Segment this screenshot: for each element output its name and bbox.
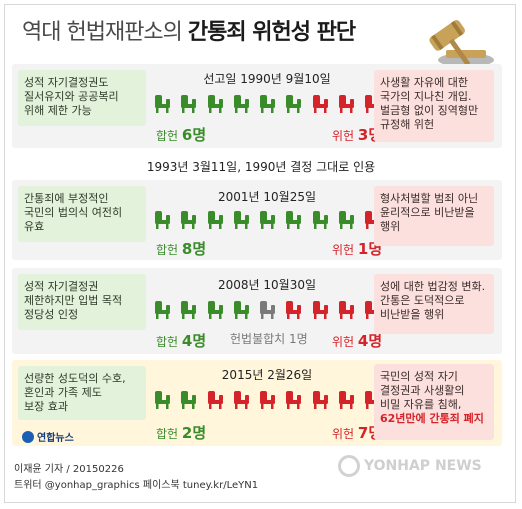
ruling-date: 2015년 2월26일 [221,368,313,382]
constitutional-seat-icon [181,211,197,229]
social-credit: 트위터 @yonhap_graphics 페이스북 tuney.kr/LeYN1 [14,480,259,491]
minority-reason-box: 국민의 성적 자기 결정권과 사생활의 비밀 자유를 침해, 62년만에 간통죄… [374,364,494,440]
unconstitutional-seat-icon [338,301,354,319]
constitutional-seat-icon [233,95,249,113]
justice-seats [152,300,384,320]
unconstitutional-seat-icon [312,95,328,113]
constitutional-seat-icon [181,301,197,319]
constitutional-seat-icon [207,301,223,319]
justice-seats [152,390,384,410]
unconstitutional-seat-icon [338,391,354,409]
note-1993: 1993년 3월11일, 1990년 결정 그대로 인용 [146,160,376,174]
infographic-frame [4,4,516,503]
yonhap-logo: 연합뉴스 [22,429,74,444]
ruling-date: 선고일 1990년 9월10일 [203,72,331,86]
constitutional-count: 합헌 8명 [156,240,207,258]
minority-reason-box: 형사처벌할 범죄 아닌 윤리적으로 비난받을 행위 [374,186,494,246]
watermark-ring-icon [338,455,360,477]
abolition-emphasis: 62년만에 간통죄 폐지 [380,412,484,425]
unconstitutional-seat-icon [338,95,354,113]
unconstitutional-seat-icon [312,391,328,409]
page-title: 역대 헌법재판소의 간통죄 위헌성 판단 [22,14,356,46]
ruling-date: 2001년 10월25일 [217,190,316,204]
minority-reason-box: 사생활 자유에 대한 국가의 지나친 개입. 벌금형 없이 징역형만 규정해 위… [374,70,494,142]
constitutional-seat-icon [207,95,223,113]
constitutional-seat-icon [181,391,197,409]
ruling-panel-2015: 선량한 성도덕의 수호, 혼인과 가족 제도 보장 효과 2015년 2월26일… [12,360,502,446]
ruling-panel-2001: 간통죄에 부정적인 국민의 법의식 여전히 유효 2001년 10월25일 합헌… [12,180,502,260]
constitutional-seat-icon [155,95,170,113]
unconstitutional-seat-icon [286,301,302,319]
constitutional-seat-icon [155,391,170,409]
constitutional-seat-icon [312,211,328,229]
majority-reason-box: 성적 자기결정권 제한하지만 입법 목적 정당성 인정 [18,274,146,330]
unconstitutional-seat-icon [233,391,249,409]
unconstitutional-count: 위헌 4명 [332,332,383,350]
title-prefix: 역대 헌법재판소의 [22,20,188,45]
constitutional-seat-icon [260,95,275,113]
majority-reason-box: 간통죄에 부정적인 국민의 법의식 여전히 유효 [18,186,146,242]
justice-seats [152,94,384,114]
nonconforming-seat-icon [260,301,275,319]
constitutional-count: 합헌 6명 [156,126,207,144]
constitutional-seat-icon [233,211,249,229]
unconstitutional-seat-icon [312,301,328,319]
constitutional-seat-icon [286,211,302,229]
unconstitutional-seat-icon [207,391,223,409]
constitutional-seat-icon [155,301,170,319]
unconstitutional-seat-icon [286,391,302,409]
constitutional-seat-icon [155,211,170,229]
justice-seats [152,210,384,230]
constitutional-seat-icon [286,95,302,113]
constitutional-seat-icon [181,95,197,113]
ruling-date: 2008년 10월30일 [217,278,316,292]
yonhap-logo-icon [22,430,34,443]
yonhap-watermark: YONHAP NEWS [338,455,482,477]
title-highlight: 간통죄 위헌성 판단 [187,20,356,45]
unconstitutional-seat-icon [260,391,275,409]
ruling-panel-2008: 성적 자기결정권 제한하지만 입법 목적 정당성 인정 2008년 10월30일… [12,268,502,354]
ruling-panel-1990: 성적 자기결정권도 질서유지와 공공복리 위해 제한 가능 선고일 1990년 … [12,64,502,148]
constitutional-seat-icon [233,301,249,319]
constitutional-count: 합헌 4명 [156,332,207,350]
constitutional-seat-icon [207,211,223,229]
gavel-icon [429,20,494,67]
constitutional-seat-icon [338,211,354,229]
minority-reason-box: 성에 대한 법감정 변화. 간통은 도덕적으로 비난받을 행위 [374,274,494,334]
constitutional-seat-icon [260,211,275,229]
constitutional-count: 합헌 2명 [156,424,207,442]
majority-reason-box: 선량한 성도덕의 수호, 혼인과 가족 제도 보장 효과 [18,366,146,420]
nonconforming-count: 헌법불합치 1명 [230,332,308,346]
reporter-credit: 이재윤 기자 / 20150226 [14,464,124,475]
majority-reason-box: 성적 자기결정권도 질서유지와 공공복리 위해 제한 가능 [18,70,146,126]
